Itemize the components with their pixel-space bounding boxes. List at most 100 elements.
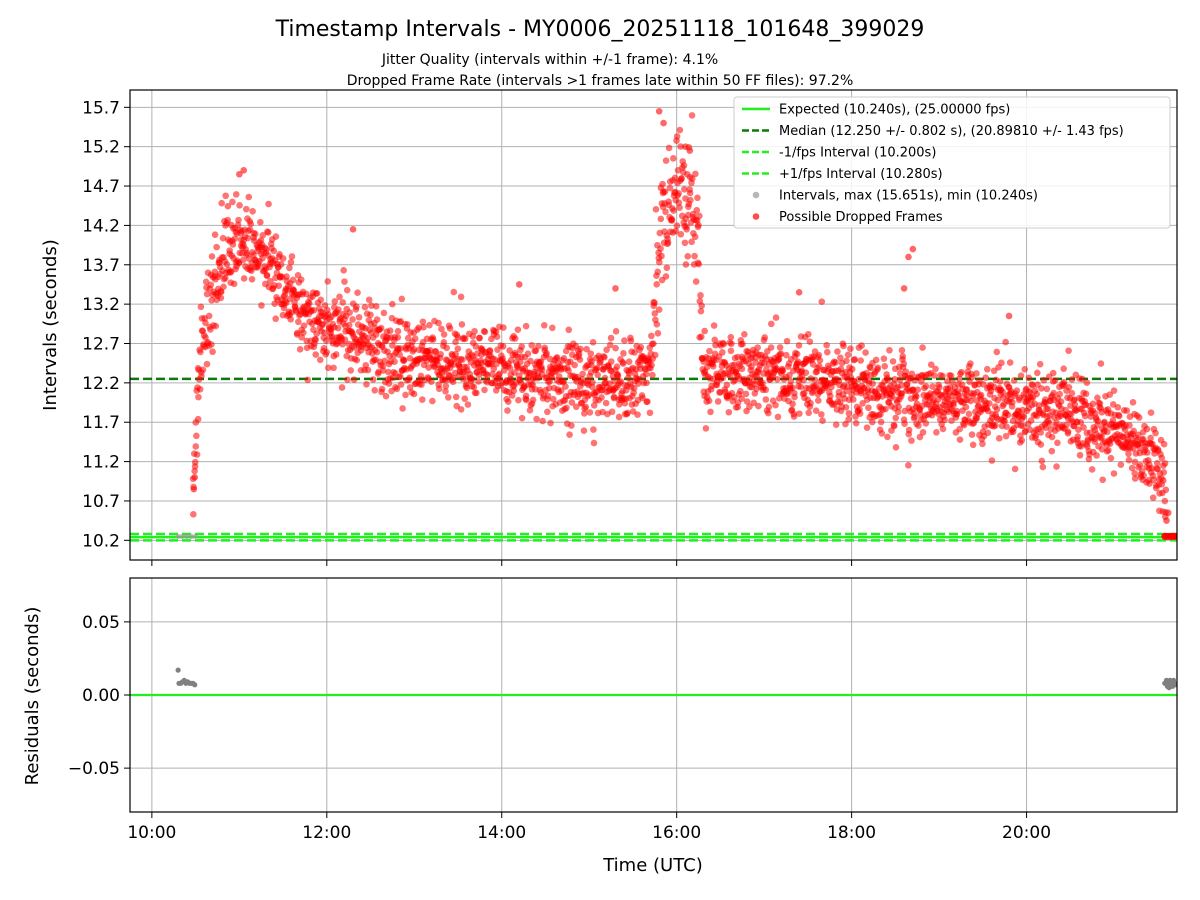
- dropped-frame-point-2608: [660, 119, 667, 127]
- dropped-frame-point-1913: [905, 426, 913, 434]
- dropped-frame-point-144: [243, 249, 251, 257]
- dropped-frame-point-829: [500, 324, 507, 331]
- legend-label-2: -1/fps Interval (10.200s): [779, 146, 936, 161]
- residual-point-0: [175, 667, 181, 673]
- residuals-xtick-label-4: 18:00: [827, 823, 876, 843]
- dropped-frame-point-400: [339, 299, 347, 306]
- residuals-plot-area: [130, 667, 1177, 697]
- dropped-frame-point-2408: [1091, 438, 1099, 445]
- dropped-frame-point-868: [514, 326, 522, 333]
- dropped-frame-point-2294: [1048, 433, 1056, 441]
- dropped-frame-point-307: [304, 376, 311, 384]
- dropped-frame-point-1556: [772, 401, 779, 409]
- dropped-frame-point-1949: [919, 344, 926, 351]
- dropped-frame-point-1825: [872, 356, 880, 364]
- dropped-frame-point-616: [420, 323, 427, 331]
- dropped-frame-point-1593: [786, 371, 793, 379]
- dropped-frame-point-1201: [639, 394, 646, 402]
- dropped-frame-point-674: [442, 388, 449, 395]
- dropped-frame-point-2559: [1147, 409, 1155, 416]
- dropped-frame-point-1345: [693, 206, 701, 214]
- dropped-frame-point-2263: [1036, 360, 1044, 368]
- dropped-frame-point-1544: [767, 344, 775, 351]
- dropped-frame-point-2064: [962, 403, 970, 411]
- dropped-frame-point-1900: [901, 420, 908, 427]
- dropped-frame-point-2251: [1032, 432, 1040, 439]
- dropped-frame-point-1274: [666, 184, 674, 192]
- dropped-frame-point-1661: [811, 376, 819, 384]
- dropped-frame-point-2022: [946, 384, 954, 391]
- dropped-frame-point-963: [550, 395, 557, 403]
- dropped-frame-point-567: [402, 391, 409, 399]
- dropped-frame-point-547: [394, 334, 402, 341]
- dropped-frame-point-1019: [571, 361, 578, 369]
- dropped-frame-point-361: [325, 364, 332, 372]
- dropped-frame-point-998: [563, 404, 570, 412]
- dropped-frame-point-1927: [911, 413, 919, 421]
- dropped-frame-point-552: [396, 351, 403, 359]
- dropped-frame-point-951: [545, 384, 553, 392]
- intervals-ylabel: Intervals (seconds): [40, 239, 61, 411]
- dropped-frame-point-59: [211, 231, 219, 238]
- dropped-frame-point-265: [288, 253, 296, 260]
- dropped-frame-point-1705: [828, 383, 835, 391]
- dropped-frame-point-1623: [797, 383, 805, 391]
- dropped-frame-point-1771: [852, 419, 860, 427]
- dropped-frame-point-1919: [908, 437, 915, 444]
- residuals-ylabel: Residuals (seconds): [22, 607, 43, 786]
- dropped-frame-point-1664: [812, 407, 820, 414]
- interval-point-1: [179, 533, 185, 539]
- dropped-frame-point-658: [435, 385, 443, 393]
- dropped-frame-point-1575: [779, 367, 787, 375]
- dropped-frame-point-932: [538, 366, 546, 373]
- dropped-frame-point-757: [473, 389, 480, 397]
- dropped-frame-point-2530: [1136, 461, 1144, 469]
- interval-point-3: [188, 533, 194, 539]
- dropped-frame-point-840: [504, 407, 511, 414]
- dropped-frame-point-229: [275, 282, 283, 290]
- residuals-frame: [129, 577, 1178, 813]
- dropped-frame-point-2297: [1049, 369, 1057, 377]
- dropped-frame-point-934: [539, 417, 546, 425]
- dropped-frame-point-1367: [701, 327, 708, 335]
- intervals-ytick-label-11: 15.7: [82, 98, 120, 118]
- dropped-frame-point-1248: [657, 245, 664, 252]
- dropped-frame-point-548: [394, 327, 402, 335]
- dropped-frame-point-1873: [890, 422, 898, 430]
- chart-subtitle-jitter: Jitter Quality (intervals within +/-1 fr…: [381, 52, 718, 68]
- dropped-frame-point-2508: [1128, 464, 1136, 472]
- dropped-frame-point-1060: [586, 409, 594, 416]
- dropped-frame-point-1135: [614, 372, 622, 380]
- dropped-frame-point-1435: [726, 372, 734, 380]
- dropped-frame-point-2612: [905, 253, 912, 261]
- dropped-frame-point-2159: [998, 359, 1005, 367]
- dropped-frame-point-1297: [675, 190, 682, 197]
- intervals-ytick-label-2: 11.2: [82, 453, 120, 473]
- dropped-frame-point-1071: [590, 439, 598, 447]
- dropped-frame-point-1321: [684, 252, 692, 260]
- dropped-frame-point-1099: [601, 354, 608, 361]
- dropped-frame-point-419: [346, 309, 353, 316]
- dropped-frame-point-1537: [765, 409, 772, 417]
- dropped-frame-point-2371: [1077, 419, 1085, 426]
- interval-point-0: [175, 533, 181, 539]
- legend-label-1: Median (12.250 +/- 0.802 s), (20.89810 +…: [779, 124, 1124, 139]
- dropped-frame-point-1789: [859, 399, 866, 407]
- dropped-frame-point-1044: [580, 427, 588, 434]
- dropped-frame-point-357: [323, 348, 330, 356]
- dropped-frame-point-2148: [993, 406, 1001, 413]
- dropped-frame-point-1003: [565, 367, 572, 374]
- dropped-frame-point-2617: [1164, 509, 1172, 517]
- dropped-frame-point-2325: [1060, 365, 1067, 372]
- dropped-frame-point-2213: [1018, 437, 1026, 444]
- dropped-frame-point-295: [300, 329, 307, 336]
- dropped-frame-point-1229: [650, 340, 657, 347]
- dropped-frame-point-1856: [884, 376, 892, 384]
- dropped-frame-point-1254: [659, 180, 666, 188]
- dropped-frame-point-1279: [668, 217, 676, 224]
- dropped-frame-point-1850: [882, 405, 889, 413]
- dropped-frame-point-610: [418, 381, 425, 388]
- dropped-frame-point-1473: [741, 331, 748, 338]
- dropped-frame-point-1393: [711, 336, 719, 344]
- dropped-frame-point-842: [504, 398, 512, 405]
